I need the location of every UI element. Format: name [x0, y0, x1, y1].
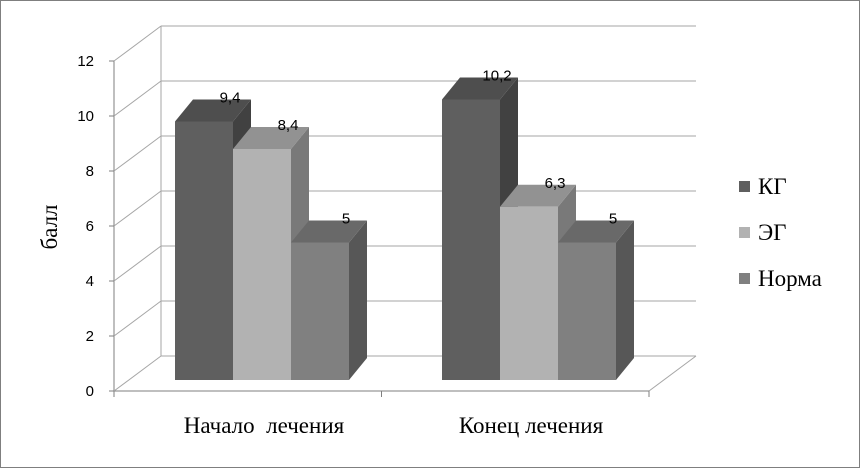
y-tick-label: 10 — [77, 108, 94, 125]
y-tick-label: 4 — [86, 273, 94, 290]
bar-side — [616, 220, 634, 380]
legend-label: Норма — [758, 266, 822, 291]
gridline-diagonal — [113, 80, 162, 117]
legend-swatch — [739, 227, 750, 238]
legend: КГ ЭГ Норма — [739, 174, 822, 291]
bars — [175, 77, 634, 380]
gridline-diagonal — [113, 25, 162, 62]
gridline-diagonal — [113, 300, 162, 337]
bar-front — [233, 149, 291, 380]
bar-top — [291, 220, 367, 243]
bar-side — [349, 220, 367, 380]
y-tick-label: 0 — [86, 383, 94, 400]
data-label: 5 — [342, 211, 350, 228]
bar-front — [291, 242, 349, 380]
legend-label: КГ — [758, 174, 787, 199]
data-labels: 9,4 8,4 5 10,2 6,3 5 — [220, 68, 618, 228]
data-label: 6,3 — [545, 175, 566, 192]
legend-swatch — [739, 181, 750, 192]
y-axis-label: балл — [37, 204, 62, 249]
bar-front — [558, 242, 616, 380]
bar-front — [175, 121, 233, 380]
bar-top — [558, 220, 634, 243]
bar-1-2 — [558, 220, 634, 380]
legend-swatch — [739, 273, 750, 284]
data-label: 9,4 — [220, 90, 241, 107]
category-label: Конец лечения — [459, 413, 604, 438]
bar-front — [442, 99, 500, 380]
x-axis-categories: Начало лечения Конец лечения — [184, 413, 604, 438]
data-label: 5 — [609, 211, 617, 228]
gridline-diagonal — [113, 355, 162, 392]
y-tick-label: 6 — [86, 218, 94, 235]
bar-top — [500, 184, 576, 207]
y-tick-label: 2 — [86, 328, 94, 345]
bar-1-0 — [442, 77, 518, 380]
data-label: 10,2 — [482, 68, 511, 85]
bar-top — [442, 77, 518, 100]
floor-right-edge — [648, 355, 697, 392]
legend-label: ЭГ — [758, 220, 786, 245]
gridline-diagonal — [113, 135, 162, 172]
gridline-diagonal — [113, 190, 162, 227]
bar-top — [233, 127, 309, 149]
bar-front — [500, 206, 558, 380]
bar-top — [175, 99, 251, 122]
gridline-diagonal — [113, 245, 162, 282]
bar-0-2 — [291, 220, 367, 380]
data-label: 8,4 — [278, 117, 299, 134]
bar-0-1 — [233, 127, 309, 380]
y-axis-ticks: 0 2 4 6 8 10 12 — [77, 53, 94, 400]
y-tick-label: 12 — [77, 53, 94, 70]
y-tick-label: 8 — [86, 163, 94, 180]
category-label: Начало лечения — [184, 413, 345, 438]
